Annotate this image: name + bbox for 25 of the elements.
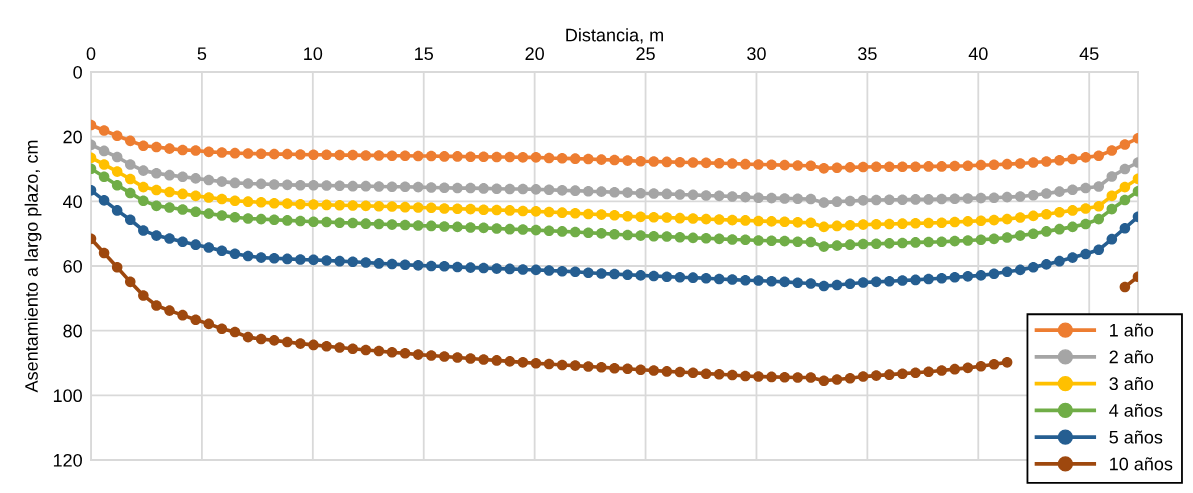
y-tick-label: 40 — [63, 195, 82, 209]
x-tick-label: 10 — [304, 47, 323, 61]
x-tick-label: 45 — [1079, 47, 1099, 61]
y-tick-label: 100 — [53, 389, 82, 403]
legend-label: 1 año — [1110, 323, 1154, 337]
x-tick-label: 25 — [636, 47, 655, 61]
x-tick-label: 40 — [968, 47, 988, 61]
x-tick-label: 30 — [747, 47, 766, 61]
y-tick-label: 120 — [53, 453, 82, 467]
x-axis-title: Distancia, m — [566, 28, 663, 44]
y-axis-title: Asentamiento a largo plazo, cm — [24, 140, 42, 393]
legend-label: 2 año — [1109, 350, 1154, 364]
y-tick-label: 80 — [63, 324, 82, 338]
y-tick-label: 20 — [63, 130, 82, 144]
legend-label: 4 años — [1109, 403, 1163, 417]
x-tick-label: 5 — [197, 47, 207, 61]
x-tick-label: 35 — [858, 47, 877, 61]
y-tick-label: 0 — [73, 65, 82, 79]
x-tick-label: 15 — [415, 47, 434, 61]
legend-label: 3 año — [1109, 376, 1154, 391]
x-tick-label: 0 — [86, 47, 96, 61]
legend-label: 5 años — [1109, 430, 1163, 444]
x-tick-label: 20 — [525, 47, 544, 61]
legend-label: 10 años — [1110, 457, 1173, 471]
y-tick-label: 60 — [63, 259, 82, 273]
